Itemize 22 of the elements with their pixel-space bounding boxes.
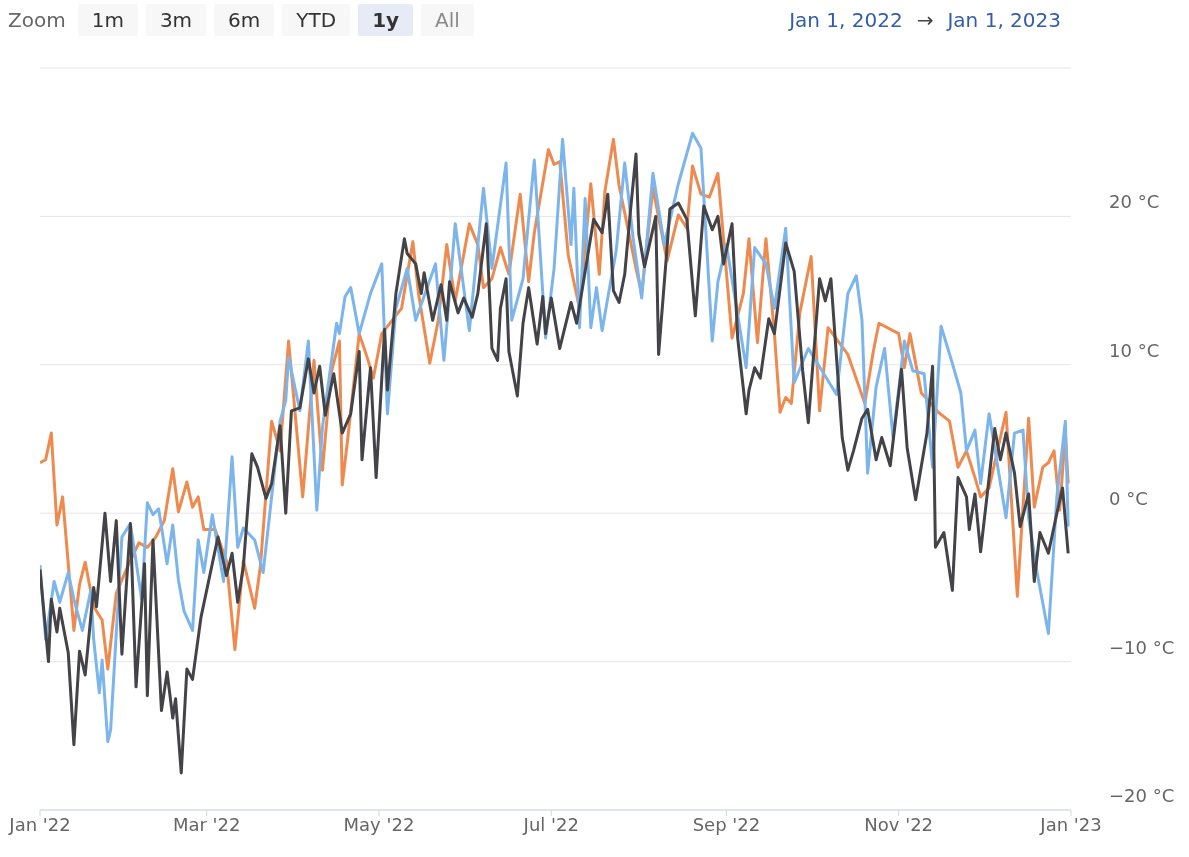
y-tick-label: −10 °C [1109,636,1175,658]
x-tick-label: Jan '22 [8,813,71,835]
range-button: 3m [145,4,207,36]
text: Zoom [8,8,66,32]
x-tick-label: Nov '22 [864,813,934,835]
x-tick-label: Sep '22 [692,813,761,835]
text: Jan 1, 2022 [789,8,903,32]
y-tick-label: 0 °C [1109,488,1148,510]
y-tick-label: 10 °C [1109,339,1160,361]
range-button: 1m [77,4,138,36]
text: → [916,8,934,32]
range-button: YTD [282,4,351,36]
text: Jan 1, 2023 [947,8,1061,32]
x-tick-label: Jan '23 [1039,813,1102,835]
range-button: 1y [358,4,414,36]
x-tick-label: May '22 [343,813,415,835]
range-button: All [421,4,474,36]
y-tick-label: −20 °C [1109,785,1175,806]
range-button: 6m [214,4,275,36]
x-tick-label: Jul '22 [522,813,579,835]
x-tick-label: Mar '22 [172,813,241,835]
y-tick-label: 20 °C [1109,191,1160,213]
